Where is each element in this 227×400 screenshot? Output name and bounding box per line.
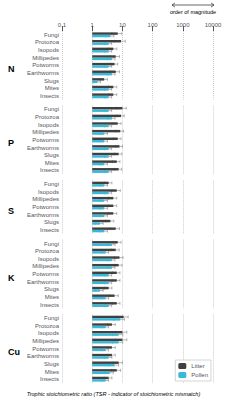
svg-text:Protozoa: Protozoa bbox=[35, 248, 60, 254]
svg-text:Insects: Insects bbox=[40, 227, 59, 233]
svg-text:Millipedes: Millipedes bbox=[32, 338, 59, 344]
svg-text:10: 10 bbox=[119, 22, 126, 28]
svg-text:Earthworms: Earthworms bbox=[27, 212, 59, 218]
svg-text:Potworms: Potworms bbox=[32, 62, 59, 68]
svg-text:Fungi: Fungi bbox=[44, 181, 59, 187]
svg-text:Millipedes: Millipedes bbox=[32, 196, 59, 202]
svg-text:Protozoa: Protozoa bbox=[35, 323, 60, 329]
svg-text:100: 100 bbox=[148, 22, 159, 28]
svg-text:0.1: 0.1 bbox=[58, 22, 67, 28]
svg-text:Fungi: Fungi bbox=[44, 106, 59, 112]
svg-text:Potworms: Potworms bbox=[32, 137, 59, 143]
svg-text:Earthworms: Earthworms bbox=[27, 70, 59, 76]
svg-text:Slugs: Slugs bbox=[44, 286, 59, 292]
svg-text:Fungi: Fungi bbox=[44, 32, 59, 38]
svg-text:Trophic stoichiometric ratio (: Trophic stoichiometric ratio (TSR - indi… bbox=[27, 391, 201, 397]
svg-text:Millipedes: Millipedes bbox=[32, 55, 59, 61]
svg-text:Earthworms: Earthworms bbox=[27, 279, 59, 285]
svg-text:Slugs: Slugs bbox=[44, 78, 59, 84]
svg-text:Insects: Insects bbox=[40, 376, 59, 382]
svg-text:order of magnitude: order of magnitude bbox=[170, 9, 216, 15]
svg-text:Insects: Insects bbox=[40, 167, 59, 173]
svg-text:1000: 1000 bbox=[176, 22, 190, 28]
svg-text:Potworms: Potworms bbox=[32, 346, 59, 352]
svg-text:Potworms: Potworms bbox=[32, 204, 59, 210]
svg-text:Slugs: Slugs bbox=[44, 152, 59, 158]
svg-text:Pollen: Pollen bbox=[191, 372, 208, 378]
svg-text:Slugs: Slugs bbox=[44, 219, 59, 225]
svg-text:Millipedes: Millipedes bbox=[32, 263, 59, 269]
svg-text:Insects: Insects bbox=[40, 93, 59, 99]
svg-text:Mites: Mites bbox=[45, 85, 59, 91]
svg-text:Earthworms: Earthworms bbox=[27, 353, 59, 359]
svg-text:Isopods: Isopods bbox=[38, 47, 59, 53]
svg-text:Cu: Cu bbox=[8, 347, 20, 357]
svg-text:Earthworms: Earthworms bbox=[27, 145, 59, 151]
svg-text:Fungi: Fungi bbox=[44, 315, 59, 321]
svg-text:N: N bbox=[8, 64, 15, 74]
svg-text:Protozoa: Protozoa bbox=[35, 39, 60, 45]
svg-text:Slugs: Slugs bbox=[44, 361, 59, 367]
svg-text:Protozoa: Protozoa bbox=[35, 114, 60, 120]
svg-text:10000: 10000 bbox=[205, 22, 222, 28]
svg-text:Isopods: Isopods bbox=[38, 122, 59, 128]
svg-text:Millipedes: Millipedes bbox=[32, 129, 59, 135]
svg-text:Litter: Litter bbox=[191, 363, 204, 369]
svg-text:Isopods: Isopods bbox=[38, 330, 59, 336]
svg-text:Fungi: Fungi bbox=[44, 241, 59, 247]
svg-text:Mites: Mites bbox=[45, 369, 59, 375]
svg-text:P: P bbox=[8, 138, 14, 148]
svg-text:Isopods: Isopods bbox=[38, 189, 59, 195]
svg-text:Potworms: Potworms bbox=[32, 271, 59, 277]
svg-text:Mites: Mites bbox=[45, 160, 59, 166]
svg-text:Isopods: Isopods bbox=[38, 256, 59, 262]
svg-text:K: K bbox=[8, 273, 15, 283]
svg-text:Mites: Mites bbox=[45, 294, 59, 300]
svg-text:1: 1 bbox=[91, 22, 95, 28]
svg-text:Insects: Insects bbox=[40, 302, 59, 308]
svg-text:S: S bbox=[8, 206, 14, 216]
